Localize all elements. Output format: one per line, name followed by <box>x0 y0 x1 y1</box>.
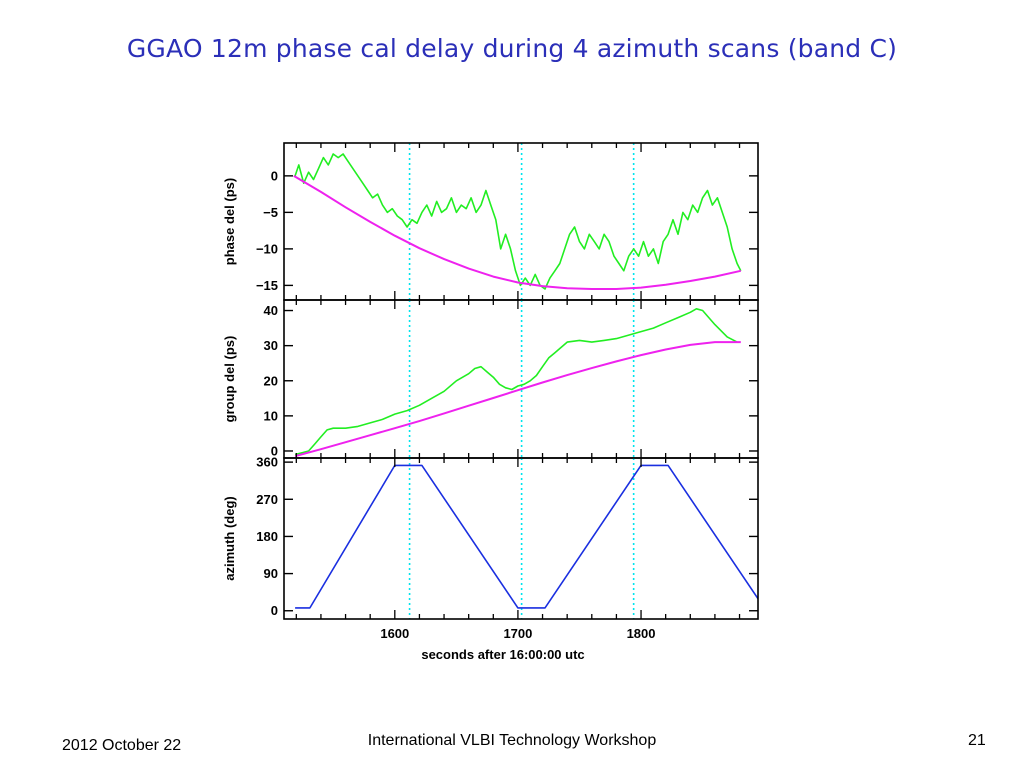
xtick-label: 1700 <box>503 626 532 641</box>
ytick-label: 180 <box>256 529 278 544</box>
ylabel-panel-2: group del (ps) <box>222 336 237 423</box>
ytick-label: 0 <box>271 168 278 183</box>
series-measured-panel-2 <box>294 307 738 456</box>
xtick-label: 1600 <box>380 626 409 641</box>
ytick-label: 360 <box>256 455 278 470</box>
series-measured-panel-1 <box>294 153 742 290</box>
ylabel-panel-3: azimuth (deg) <box>222 496 237 581</box>
page-number: 21 <box>968 732 986 749</box>
ytick-label: 0 <box>271 443 278 458</box>
series-model-panel-1 <box>293 175 742 290</box>
ytick-label: 90 <box>264 566 278 581</box>
slide-title: GGAO 12m phase cal delay during 4 azimut… <box>126 34 898 63</box>
xtick-label: 1800 <box>627 626 656 641</box>
panel-frame-3 <box>283 457 759 620</box>
ytick-label: 30 <box>264 338 278 353</box>
ytick-label: 270 <box>256 492 278 507</box>
ytick-label: 40 <box>264 303 278 318</box>
panel-frame-1 <box>283 142 759 301</box>
ylabel-panel-1: phase del (ps) <box>222 178 237 265</box>
ytick-label: −15 <box>256 278 278 293</box>
series-azimuth-panel-3 <box>295 464 758 609</box>
footer-workshop: International VLBI Technology Workshop <box>367 732 657 749</box>
panel-frame-2 <box>283 299 759 459</box>
series-model-panel-2 <box>294 341 741 458</box>
footer-date: 2012 October 22 <box>62 737 182 754</box>
xlabel: seconds after 16:00:00 utc <box>421 647 584 662</box>
ytick-label: 10 <box>264 408 278 423</box>
ytick-label: −5 <box>263 205 278 220</box>
ytick-label: 0 <box>271 603 278 618</box>
ytick-label: −10 <box>256 241 278 256</box>
ytick-label: 20 <box>264 373 278 388</box>
